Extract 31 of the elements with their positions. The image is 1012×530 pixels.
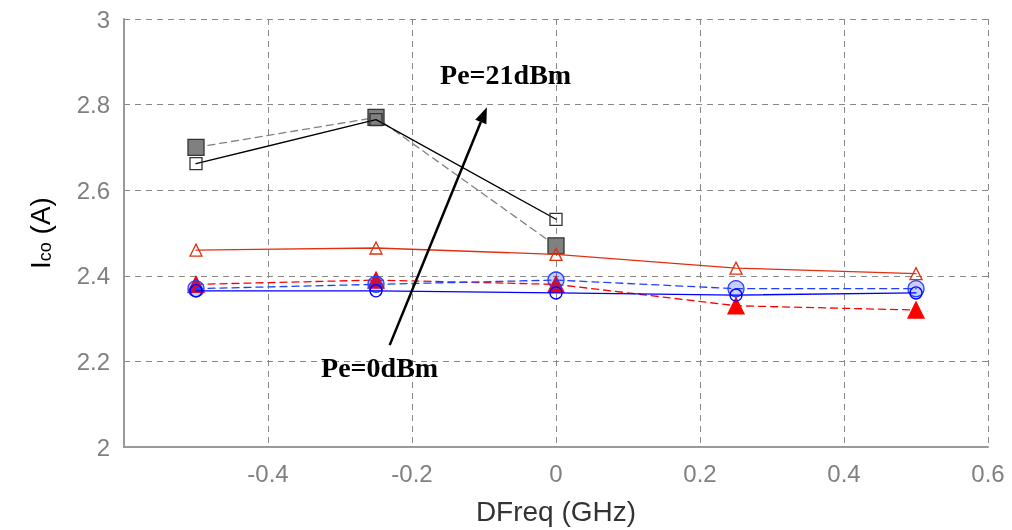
y-tick-label: 2.2 xyxy=(76,347,110,375)
annotation: Pe=0dBm xyxy=(321,352,439,384)
point xyxy=(727,297,745,315)
point xyxy=(547,237,565,255)
point xyxy=(729,261,743,275)
y-tick-label: 2 xyxy=(96,433,110,461)
point xyxy=(189,243,203,257)
x-tick-label: -0.4 xyxy=(247,459,289,487)
annotation: Pe=21dBm xyxy=(440,59,572,91)
point xyxy=(369,284,383,298)
point xyxy=(547,271,565,289)
point xyxy=(369,241,383,255)
point xyxy=(549,286,563,300)
x-tick-label: 0 xyxy=(549,459,563,487)
point xyxy=(189,284,203,298)
point xyxy=(187,138,205,157)
x-tick-label: -0.2 xyxy=(391,459,433,487)
y-axis-title: Ico (A) xyxy=(24,197,56,269)
y-tick-label: 2.4 xyxy=(76,262,110,290)
x-axis-title: DFreq (GHz) xyxy=(475,495,637,527)
x-tick-label: 0.4 xyxy=(827,459,861,487)
y-tick-label: 3 xyxy=(96,5,110,33)
x-tick-label: 0.6 xyxy=(971,459,1005,487)
x-tick-label: 0.2 xyxy=(683,459,717,487)
point xyxy=(729,288,743,302)
point xyxy=(909,286,923,300)
point xyxy=(549,247,563,262)
y-tick-label: 2.6 xyxy=(76,176,110,204)
point xyxy=(907,301,925,319)
point xyxy=(909,267,923,281)
y-tick-label: 2.8 xyxy=(76,91,110,119)
